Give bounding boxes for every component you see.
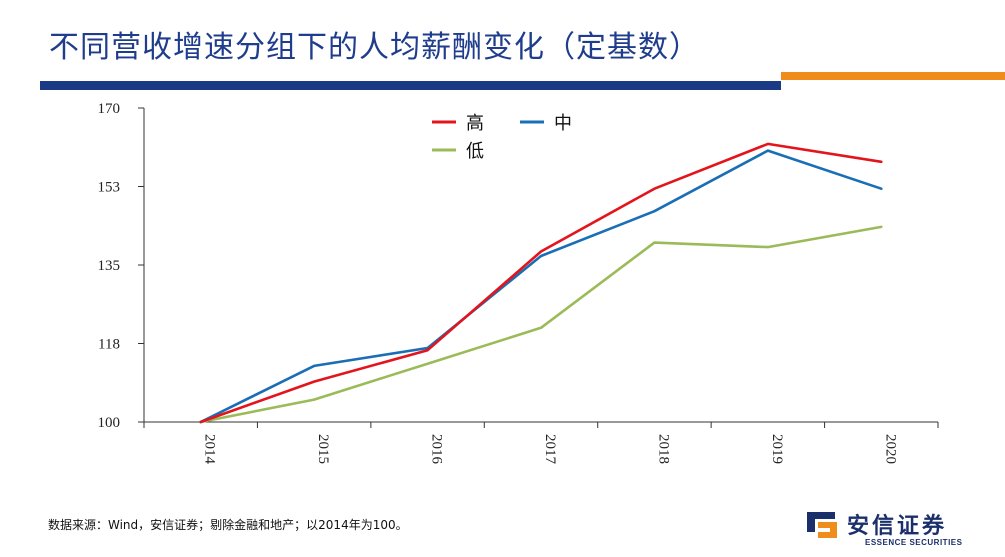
source-note: 数据来源：Wind，安信证券；剔除金融和地产；以2014年为100。 (48, 518, 408, 532)
logo-name-cn: 安信证券 (847, 514, 948, 539)
x-tick-label: 2016 (429, 434, 445, 465)
y-tick-label: 153 (98, 180, 121, 196)
legend-label: 低 (466, 141, 484, 162)
chart-axes: 100 118 135 153 170 2014 2015 2016 2017 2018 2019 2… (98, 101, 939, 465)
brand-logo: 安信证券 ESSENCE SECURITIES (805, 508, 1000, 553)
y-tick-label: 170 (98, 101, 121, 117)
x-tick-label: 2014 (202, 434, 218, 465)
essence-logo-icon (807, 512, 837, 538)
series-line-0 (199, 142, 883, 424)
chart-lines (199, 142, 883, 424)
y-tick-label: 118 (98, 337, 120, 353)
x-tick-label: 2020 (882, 434, 898, 464)
x-tick-label: 2019 (769, 434, 785, 464)
title-rule-blue (40, 81, 781, 90)
x-tick-label: 2015 (315, 434, 331, 464)
x-tick-label: 2017 (542, 434, 558, 465)
page-title: 不同营收增速分组下的人均薪酬变化（定基数） (49, 30, 700, 65)
chart-legend: 高 中低 (432, 113, 572, 162)
y-tick-label: 135 (98, 258, 121, 274)
legend-label: 中 (554, 113, 572, 134)
title-rule-orange (781, 72, 1005, 80)
y-tick-label: 100 (98, 415, 121, 431)
series-line-1 (199, 149, 883, 424)
series-line-2 (199, 225, 883, 424)
legend-label: 高 (466, 113, 484, 134)
x-tick-label: 2018 (655, 434, 671, 464)
logo-name-en: ESSENCE SECURITIES (865, 538, 963, 547)
